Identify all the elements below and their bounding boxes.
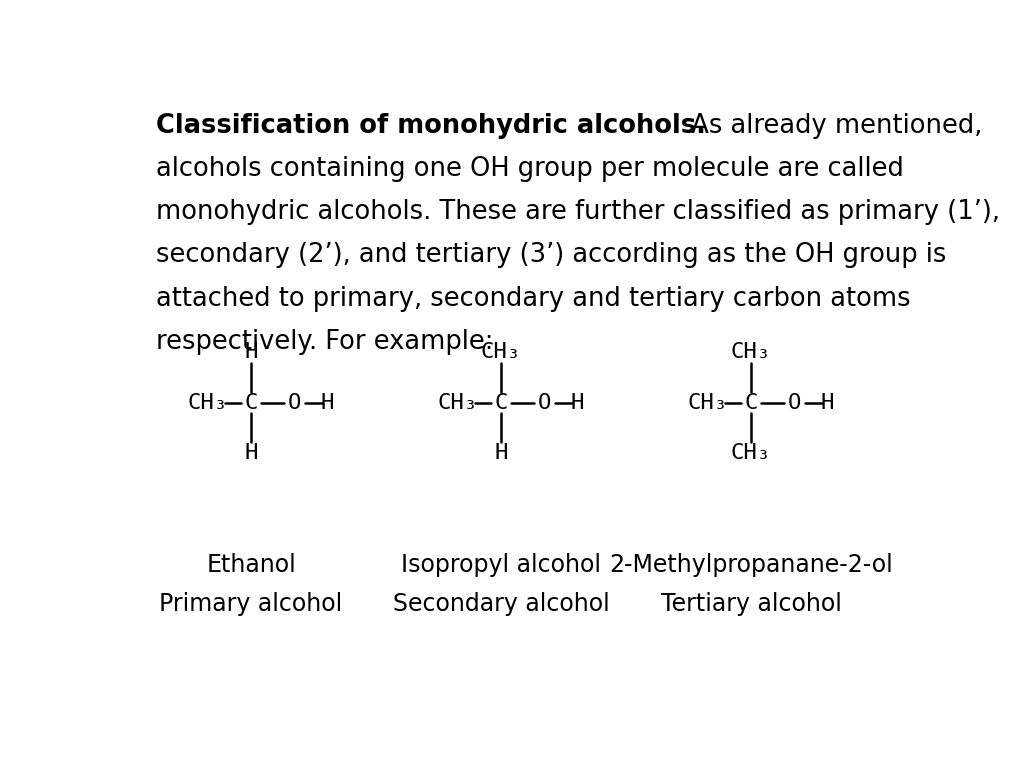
Text: O: O [288, 392, 301, 412]
Text: Isopropyl alcohol: Isopropyl alcohol [401, 554, 601, 578]
Text: CH₃: CH₃ [687, 392, 727, 412]
Text: alcohols containing one OH group per molecule are called: alcohols containing one OH group per mol… [156, 156, 903, 182]
Text: Primary alcohol: Primary alcohol [160, 592, 343, 616]
Text: H: H [321, 392, 334, 412]
Text: attached to primary, secondary and tertiary carbon atoms: attached to primary, secondary and terti… [156, 286, 910, 312]
Text: Ethanol: Ethanol [206, 554, 296, 578]
Text: H: H [495, 443, 508, 463]
Text: H: H [245, 443, 258, 463]
Text: C: C [245, 392, 258, 412]
Text: H: H [245, 343, 258, 362]
Text: CH₃: CH₃ [437, 392, 477, 412]
Text: As already mentioned,: As already mentioned, [675, 113, 982, 139]
Text: C: C [495, 392, 508, 412]
Text: Tertiary alcohol: Tertiary alcohol [660, 592, 842, 616]
Text: H: H [570, 392, 584, 412]
Text: O: O [538, 392, 551, 412]
Text: Secondary alcohol: Secondary alcohol [392, 592, 609, 616]
Text: CH₃: CH₃ [187, 392, 227, 412]
Text: CH₃: CH₃ [731, 443, 771, 463]
Text: secondary (2’), and tertiary (3’) according as the OH group is: secondary (2’), and tertiary (3’) accord… [156, 243, 946, 268]
Text: O: O [787, 392, 802, 412]
Text: H: H [820, 392, 834, 412]
Text: Classification of monohydric alcohols.: Classification of monohydric alcohols. [156, 113, 706, 139]
Text: C: C [744, 392, 758, 412]
Text: CH₃: CH₃ [731, 343, 771, 362]
Text: respectively. For example:: respectively. For example: [156, 329, 494, 355]
Text: CH₃: CH₃ [481, 343, 521, 362]
Text: monohydric alcohols. These are further classified as primary (1’),: monohydric alcohols. These are further c… [156, 199, 999, 225]
Text: 2-Methylpropanane-2-ol: 2-Methylpropanane-2-ol [609, 554, 893, 578]
